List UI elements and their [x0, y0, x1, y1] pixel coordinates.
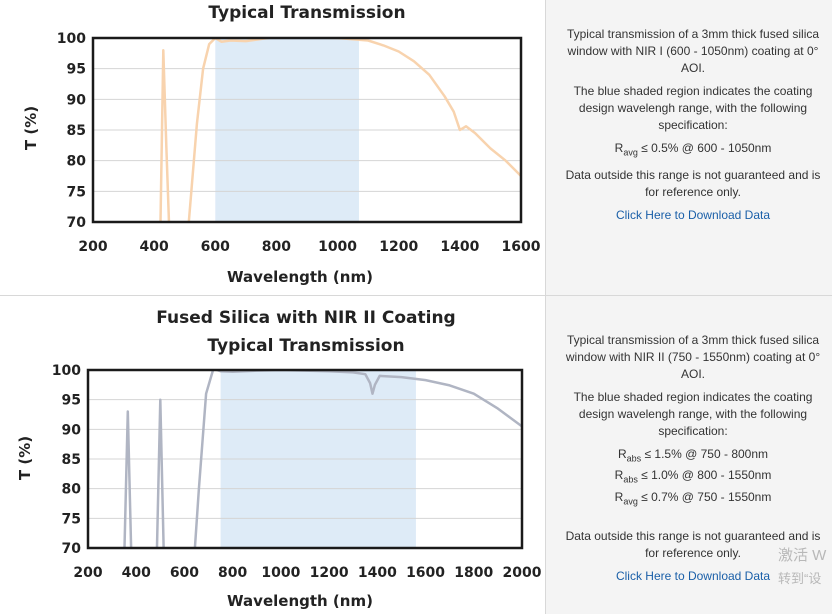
y-axis-label: T (%) [16, 436, 34, 480]
x-axis-label: Wavelength (nm) [227, 268, 373, 286]
y-axis-label: T (%) [22, 106, 40, 150]
transmission-chart-nir-2: Fused Silica with NIR II Coating Typical… [16, 308, 542, 610]
y-tick-label: 85 [67, 123, 86, 139]
chart-title-line: Typical Transmission [208, 3, 405, 23]
chart-row-nir-2: Fused Silica with NIR II Coating Typical… [0, 296, 832, 614]
y-tick-label: 70 [67, 215, 87, 231]
x-tick-label: 400 [122, 565, 151, 581]
y-tick-label: 85 [62, 452, 81, 468]
transmission-series-line [159, 38, 521, 222]
spec-line: Ravg ≤ 0.7% @ 750 - 1550nm [614, 489, 772, 507]
description-text: Typical transmission of a 3mm thick fuse… [560, 332, 826, 591]
x-tick-label: 800 [218, 565, 247, 581]
x-tick-label: 600 [201, 239, 230, 255]
x-tick-label: 1600 [502, 239, 541, 255]
description-intro: Typical transmission of a 3mm thick fuse… [566, 27, 820, 75]
x-tick-label: 400 [140, 239, 169, 255]
description-panel: Typical transmission of a 3mm thick fuse… [545, 296, 832, 614]
y-tick-label: 80 [62, 482, 82, 498]
description-shading: The blue shaded region indicates the coa… [573, 84, 813, 132]
x-tick-label: 1800 [454, 565, 493, 581]
download-data-link[interactable]: Click Here to Download Data [615, 569, 771, 584]
description-panel: Typical transmission of a 3mm thick fuse… [545, 0, 832, 295]
x-tick-label: 600 [170, 565, 199, 581]
x-tick-label: 200 [73, 565, 102, 581]
x-tick-label: 1400 [358, 565, 397, 581]
chart-row-nir-1: Typical Transmission 200 400 600 800 1000 120… [0, 0, 832, 296]
plot-frame [86, 368, 524, 550]
chart-cell: Fused Silica with NIR II Coating Typical… [0, 296, 545, 614]
spec-line: Rabs ≤ 1.0% @ 800 - 1550nm [614, 468, 772, 485]
x-tick-label: 800 [262, 239, 291, 255]
x-tick-label: 1200 [379, 239, 418, 255]
y-tick-label: 90 [67, 92, 87, 108]
y-tick-label: 95 [67, 62, 86, 78]
description-disclaimer: Data outside this range is not guarantee… [565, 529, 821, 561]
x-tick-label: 200 [78, 239, 107, 255]
watermark-line: 激活 W [778, 547, 827, 564]
y-tick-label: 75 [67, 184, 86, 200]
description-disclaimer: Data outside this range is not guarantee… [565, 168, 821, 200]
download-data-link[interactable]: Click Here to Download Data [615, 208, 771, 223]
chart-title-line: Fused Silica with NIR II Coating [156, 308, 455, 328]
y-tick-label: 70 [62, 541, 82, 557]
plot-frame [91, 36, 523, 224]
x-axis-label: Wavelength (nm) [227, 592, 373, 610]
x-tick-label: 1400 [440, 239, 479, 255]
spec-line: Ravg ≤ 0.5% @ 600 - 1050nm [614, 141, 772, 158]
chart-title-line: Typical Transmission [207, 336, 404, 356]
x-tick-label: 1200 [310, 565, 349, 581]
x-tick-label: 1600 [406, 565, 445, 581]
watermark-line: 转到“设 [778, 571, 822, 586]
y-tick-label: 100 [57, 31, 86, 47]
description-shading: The blue shaded region indicates the coa… [573, 390, 813, 438]
description-intro: Typical transmission of a 3mm thick fuse… [565, 333, 821, 381]
transmission-chart-nir-1: Typical Transmission 200 400 600 800 1000 120… [22, 3, 541, 286]
description-text: Typical transmission of a 3mm thick fuse… [560, 26, 826, 230]
chart-cell: Typical Transmission 200 400 600 800 1000 120… [0, 0, 545, 295]
y-tick-label: 95 [62, 393, 81, 409]
y-tick-label: 80 [67, 154, 87, 170]
y-tick-label: 90 [62, 422, 82, 438]
y-tick-label: 100 [52, 363, 81, 379]
spec-line: Rabs ≤ 1.5% @ 750 - 800nm [617, 447, 769, 464]
y-tick-label: 75 [62, 511, 81, 527]
x-tick-label: 1000 [261, 565, 300, 581]
x-tick-label: 1000 [318, 239, 357, 255]
x-tick-label: 2000 [503, 565, 542, 581]
